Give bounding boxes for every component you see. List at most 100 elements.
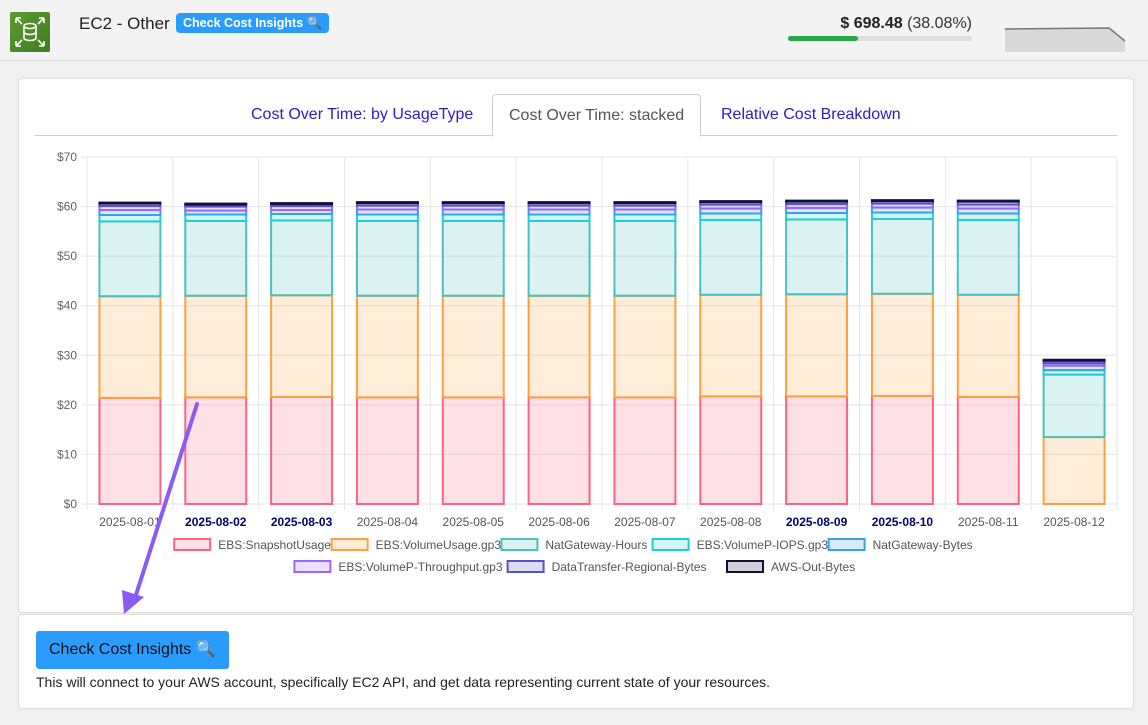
ec2-storage-icon (10, 12, 50, 52)
bar-segment-8 (699, 200, 763, 204)
bar-segment-2 (699, 293, 763, 398)
bar-segment-2 (441, 294, 505, 399)
bar-segment-8 (441, 201, 505, 205)
bar-segment-1 (956, 395, 1020, 506)
chart-tabs: Cost Over Time: by UsageType Cost Over T… (35, 94, 1117, 137)
x-tick-label: 2025-08-01 (99, 515, 161, 529)
y-tick-label: $60 (57, 200, 77, 214)
cost-insights-panel: Check Cost Insights 🔍 This will connect … (18, 614, 1134, 709)
legend-swatch (827, 538, 866, 551)
bar-segment-8 (98, 201, 162, 205)
bar-segment-3 (184, 219, 248, 297)
bar-segment-8 (956, 199, 1020, 203)
y-tick-label: $70 (57, 150, 77, 164)
bar-segment-2 (270, 294, 334, 398)
bar-segment-8 (527, 201, 591, 205)
legend-label: EBS:VolumeP-IOPS.gp3 (697, 538, 829, 552)
y-tick-label: $30 (57, 348, 77, 362)
x-tick-label: 2025-08-10 (872, 515, 934, 529)
cost-share-bar-fill (788, 36, 859, 41)
legend-swatch (173, 538, 212, 551)
bar-segment-2 (184, 294, 248, 399)
legend-swatch (506, 560, 545, 573)
service-title: EC2 - Other (79, 14, 170, 33)
y-tick-label: $10 (57, 447, 77, 461)
bar-segment-8 (1042, 358, 1106, 362)
service-header: EC2 - Other Check Cost Insights 🔍 $ 698.… (0, 0, 1148, 61)
cost-value: $ 698.48 (840, 15, 903, 32)
stacked-cost-chart: $0 $10 $20 $30 $40 $50 $60 $70 2025-08-01 2025-08… (57, 150, 1118, 574)
x-tick-label: 2025-08-03 (271, 515, 333, 529)
bar-segment-8 (785, 199, 849, 203)
bar-segment-3 (270, 219, 334, 297)
bar-segment-2 (1042, 436, 1106, 506)
x-tick-label: 2025-08-04 (357, 515, 419, 529)
bar-segment-2 (98, 295, 162, 399)
tab-cost-by-usage-type[interactable]: Cost Over Time: by UsageType (251, 106, 474, 123)
x-tick-label: 2025-08-12 (1043, 515, 1105, 529)
legend-swatch (330, 538, 369, 551)
y-tick-label: $20 (57, 398, 77, 412)
bar-segment-1 (870, 394, 934, 505)
bar-segment-3 (1042, 373, 1106, 439)
bar-segment-2 (527, 294, 591, 399)
y-tick-label: $50 (57, 249, 77, 263)
legend-swatch (293, 560, 332, 573)
legend-label: EBS:SnapshotUsage (218, 538, 331, 552)
y-tick-label: $0 (64, 497, 78, 511)
bar-segment-1 (613, 396, 677, 506)
x-tick-label: 2025-08-06 (528, 515, 590, 529)
bar-segment-8 (270, 202, 334, 206)
chart-card: Cost Over Time: by UsageType Cost Over T… (18, 78, 1134, 613)
bar-segment-2 (613, 294, 677, 399)
bar-segment-3 (870, 217, 934, 295)
bar-segment-3 (98, 220, 162, 298)
legend-label: DataTransfer-Regional-Bytes (552, 560, 707, 574)
legend-swatch (500, 538, 539, 551)
legend-label: EBS:VolumeUsage.gp3 (376, 538, 502, 552)
bar-segment-1 (355, 396, 419, 506)
x-tick-label: 2025-08-08 (700, 515, 762, 529)
x-tick-label: 2025-08-07 (614, 515, 676, 529)
cost-share-bar (788, 36, 972, 41)
legend-label: AWS-Out-Bytes (771, 560, 855, 574)
bar-segment-3 (613, 219, 677, 297)
tab-relative-cost-breakdown[interactable]: Relative Cost Breakdown (721, 106, 901, 123)
x-tick-label: 2025-08-09 (786, 515, 848, 529)
cost-percent: (38.08%) (907, 15, 972, 32)
legend-label: NatGateway-Hours (545, 538, 647, 552)
bar-segment-2 (355, 294, 419, 399)
bar-segment-8 (870, 199, 934, 203)
bar-segment-1 (527, 396, 591, 506)
x-tick-label: 2025-08-02 (185, 515, 247, 529)
legend-label: NatGateway-Bytes (873, 538, 973, 552)
bar-segment-2 (870, 292, 934, 397)
bar-segment-1 (785, 395, 849, 505)
bar-segment-2 (956, 293, 1020, 398)
bar-segment-1 (699, 395, 763, 505)
bar-segment-3 (699, 218, 763, 296)
bar-segment-8 (355, 201, 419, 205)
bar-segment-1 (98, 396, 162, 505)
bar-segment-3 (785, 218, 849, 296)
service-cost-total: $ 698.48 (38.08%) (840, 15, 972, 33)
bar-segment-8 (613, 201, 677, 205)
bar-segment-3 (441, 219, 505, 297)
bar-segment-3 (527, 219, 591, 297)
legend-swatch (726, 560, 764, 573)
bar-segment-2 (785, 293, 849, 398)
cost-sparkline (1004, 27, 1126, 52)
x-tick-label: 2025-08-05 (443, 515, 505, 529)
legend-swatch (651, 538, 690, 551)
check-cost-insights-button[interactable]: Check Cost Insights 🔍 (36, 631, 229, 669)
tab-cost-stacked[interactable]: Cost Over Time: stacked (492, 94, 702, 137)
bar-segment-1 (184, 396, 248, 506)
bar-segment-1 (441, 396, 505, 506)
check-cost-insights-badge[interactable]: Check Cost Insights 🔍 (176, 13, 330, 33)
x-tick-label: 2025-08-11 (958, 515, 1019, 529)
bar-segment-3 (956, 218, 1020, 296)
bar-segment-8 (184, 202, 248, 206)
legend-label: EBS:VolumeP-Throughput.gp3 (338, 560, 502, 574)
bar-segment-3 (355, 219, 419, 297)
bar-segment-1 (270, 395, 334, 506)
